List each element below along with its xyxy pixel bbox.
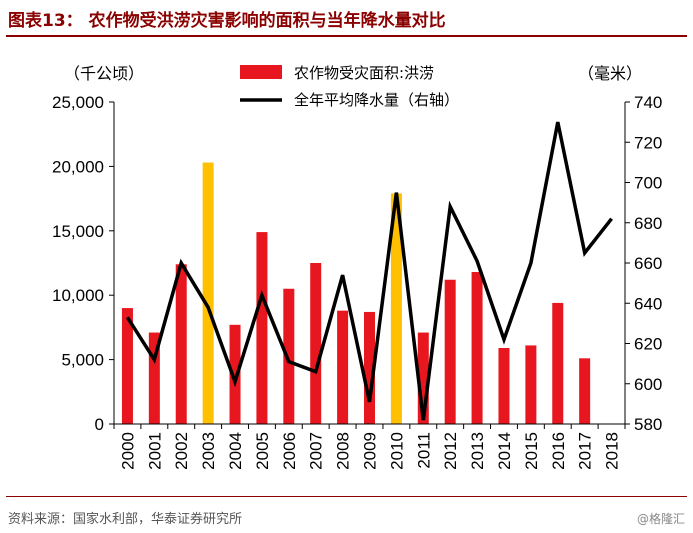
right-tick-label: 700 [634, 174, 662, 193]
right-tick-label: 600 [634, 375, 662, 394]
x-tick-label: 2000 [118, 432, 137, 470]
bar-2008 [337, 310, 349, 424]
left-axis-unit: （千公顷） [64, 64, 144, 83]
right-tick-label: 660 [634, 254, 662, 273]
x-tick-label: 2006 [280, 432, 299, 470]
bar-2002 [175, 264, 187, 424]
bar-2004 [229, 324, 241, 424]
right-tick-label: 640 [634, 294, 662, 313]
x-tick-label: 2014 [495, 432, 514, 470]
right-tick-label: 740 [634, 93, 662, 112]
x-tick-label: 2015 [522, 432, 541, 470]
bar-2016 [552, 302, 564, 424]
footer-rule [6, 496, 687, 497]
legend-bar-swatch [240, 65, 282, 79]
line-series [125, 121, 613, 421]
left-tick-label: 15,000 [52, 222, 104, 241]
right-axis-unit: （毫米） [578, 64, 642, 83]
bar-2011 [417, 332, 429, 424]
right-tick-label: 720 [634, 133, 662, 152]
x-tick-label: 2016 [549, 432, 568, 470]
x-tick-label: 2013 [468, 432, 487, 470]
legend-line-label: 全年平均降水量（右轴） [294, 91, 459, 109]
bar-2017 [579, 358, 591, 424]
title-rule [6, 35, 687, 37]
bar-2014 [498, 348, 510, 424]
x-tick-label: 2003 [199, 432, 218, 470]
left-tick-label: 5,000 [61, 351, 104, 370]
bar-2006 [283, 288, 295, 424]
right-tick-label: 680 [634, 214, 662, 233]
legend: 农作物受灾面积:洪涝 全年平均降水量（右轴） [240, 64, 459, 109]
x-tick-label: 2018 [603, 432, 622, 470]
axes: 0 5,000 10,000 15,000 20,000 25,000 580 600 620 6… [52, 93, 662, 470]
bar-2007 [310, 263, 322, 424]
bar-2001 [148, 332, 160, 424]
bar-2009 [364, 311, 375, 424]
x-tick-label: 2004 [226, 432, 245, 470]
legend-bar-label: 农作物受灾面积:洪涝 [294, 64, 434, 82]
bar-2005 [256, 232, 268, 424]
x-tick-label: 2005 [253, 432, 272, 470]
x-tick-label: 2009 [361, 432, 380, 470]
x-tick-label: 2008 [334, 432, 353, 470]
page-title: 图表13： 农作物受洪涝灾害影响的面积与当年降水量对比 [8, 11, 446, 31]
bar-2000 [121, 308, 133, 424]
left-tick-label: 0 [95, 415, 104, 434]
x-tick-label: 2007 [307, 432, 326, 470]
x-tick-label: 2012 [441, 432, 460, 470]
x-tick-label: 2001 [145, 432, 164, 470]
left-tick-label: 20,000 [52, 157, 104, 176]
bar-2015 [525, 345, 537, 424]
right-tick-label: 580 [634, 415, 662, 434]
bar-series [121, 162, 591, 424]
x-tick-label: 2010 [387, 432, 406, 470]
bar-2012 [444, 279, 456, 424]
x-tick-label: 2017 [576, 432, 595, 470]
source-note: 资料来源：国家水利部，华泰证券研究所 [8, 512, 243, 527]
bar-2013 [471, 272, 483, 424]
bar-2010 [390, 193, 402, 424]
rainfall-line [125, 121, 613, 421]
right-tick-label: 620 [634, 335, 662, 354]
left-tick-label: 25,000 [52, 93, 104, 112]
x-tick-label: 2002 [172, 432, 191, 470]
left-tick-label: 10,000 [52, 286, 104, 305]
watermark: @格隆汇 [636, 512, 685, 526]
bar-2003 [202, 162, 214, 424]
x-tick-label: 2011 [414, 432, 433, 469]
